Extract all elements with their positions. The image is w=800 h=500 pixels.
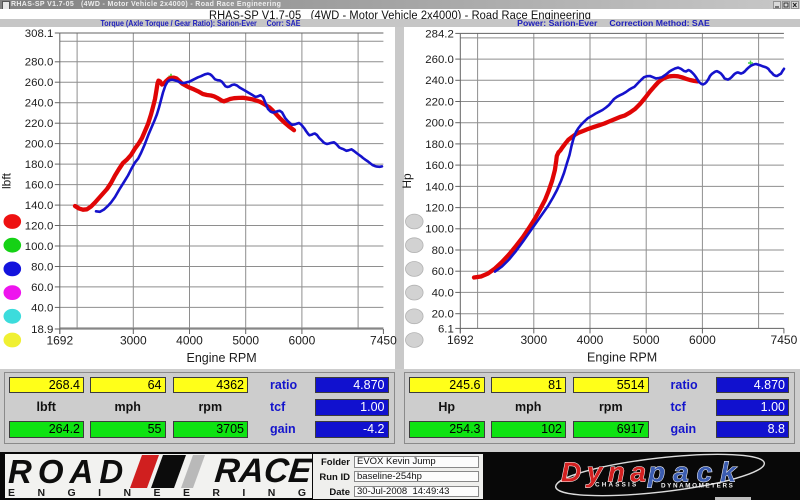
svg-text:140.0: 140.0 xyxy=(25,200,54,212)
svg-text:Engine RPM: Engine RPM xyxy=(587,350,657,364)
svg-text:80.0: 80.0 xyxy=(432,245,454,257)
svg-text:40.0: 40.0 xyxy=(432,287,454,299)
svg-text:100.0: 100.0 xyxy=(425,224,454,236)
svg-text:60.0: 60.0 xyxy=(432,266,454,278)
svg-text:220.0: 220.0 xyxy=(425,96,454,108)
svg-text:6000: 6000 xyxy=(689,333,716,347)
svg-text:260.0: 260.0 xyxy=(425,54,454,66)
svg-text:3000: 3000 xyxy=(520,333,547,347)
svg-text:284.2: 284.2 xyxy=(425,28,454,40)
svg-text:Engine RPM: Engine RPM xyxy=(187,351,257,365)
svg-text:6000: 6000 xyxy=(289,334,316,348)
svg-text:180.0: 180.0 xyxy=(425,139,454,151)
svg-text:280.0: 280.0 xyxy=(25,57,54,69)
svg-text:Hp: Hp xyxy=(400,173,414,189)
svg-text:Dyna: Dyna xyxy=(561,457,651,488)
svg-text:100.0: 100.0 xyxy=(25,241,54,253)
svg-text:120.0: 120.0 xyxy=(425,203,454,215)
svg-text:240.0: 240.0 xyxy=(425,75,454,87)
svg-text:200.0: 200.0 xyxy=(425,118,454,130)
svg-text:pack: pack xyxy=(647,457,744,488)
svg-text:lbft: lbft xyxy=(0,172,14,189)
svg-text:200.0: 200.0 xyxy=(25,139,54,151)
svg-text:180.0: 180.0 xyxy=(25,159,54,171)
svg-text:80.0: 80.0 xyxy=(31,261,53,273)
svg-text:220.0: 220.0 xyxy=(25,118,54,130)
svg-text:5000: 5000 xyxy=(232,334,259,348)
svg-text:20.0: 20.0 xyxy=(432,309,454,321)
svg-text:120.0: 120.0 xyxy=(25,220,54,232)
svg-text:160.0: 160.0 xyxy=(25,180,54,192)
svg-text:260.0: 260.0 xyxy=(25,77,54,89)
svg-text:308.1: 308.1 xyxy=(25,28,54,40)
svg-text:160.0: 160.0 xyxy=(425,160,454,172)
svg-text:60.0: 60.0 xyxy=(31,282,53,294)
svg-text:6.1: 6.1 xyxy=(438,323,454,335)
svg-text:3000: 3000 xyxy=(120,334,147,348)
svg-text:1692: 1692 xyxy=(447,333,474,347)
svg-text:4000: 4000 xyxy=(176,334,203,348)
svg-text:5000: 5000 xyxy=(633,333,660,347)
svg-text:CHASSIS: CHASSIS xyxy=(595,482,638,489)
svg-text:140.0: 140.0 xyxy=(425,181,454,193)
svg-text:1692: 1692 xyxy=(46,334,73,348)
svg-text:18.9: 18.9 xyxy=(31,324,53,336)
svg-text:DYNAMOMETERS: DYNAMOMETERS xyxy=(661,483,734,490)
svg-text:240.0: 240.0 xyxy=(25,98,54,110)
svg-text:4000: 4000 xyxy=(577,333,604,347)
svg-text:40.0: 40.0 xyxy=(31,302,53,314)
svg-text:7450: 7450 xyxy=(370,334,397,348)
svg-text:7450: 7450 xyxy=(771,333,798,347)
